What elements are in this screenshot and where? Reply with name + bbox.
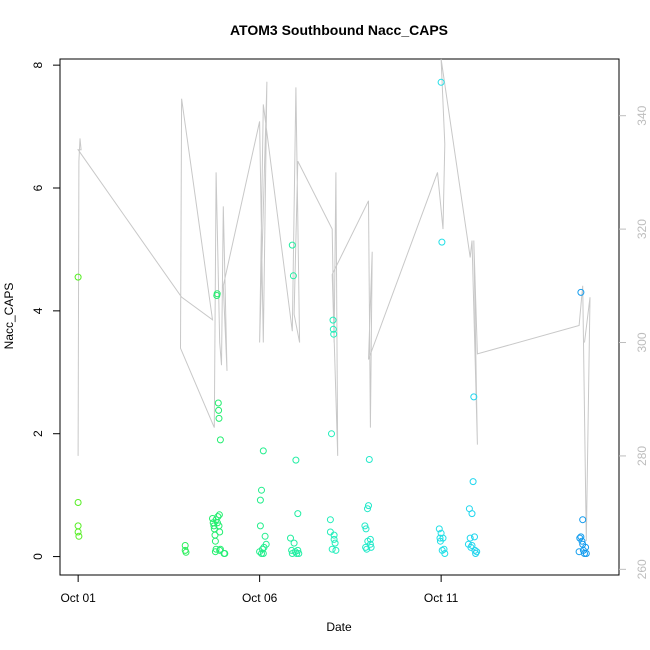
scatter-point — [182, 548, 190, 556]
scatter-point — [436, 534, 444, 542]
scatter-point — [216, 528, 224, 536]
scatter-point — [365, 502, 372, 510]
scatter-point — [470, 393, 478, 401]
scatter-point — [214, 399, 222, 407]
scatter-point — [438, 238, 446, 246]
scatter-point — [326, 516, 334, 524]
scatter-point — [326, 528, 334, 536]
scatter-point — [329, 316, 337, 324]
scatter-point — [288, 550, 296, 557]
scatter-point — [468, 510, 476, 518]
scatter-point — [466, 534, 474, 542]
scatter-point — [293, 550, 301, 557]
y-tick-label: 0 — [31, 553, 45, 560]
scatter-point — [181, 542, 189, 549]
x-tick-label: Oct 06 — [242, 591, 278, 605]
y2-tick-label: 280 — [635, 446, 649, 466]
plot-area — [59, 58, 620, 576]
scatter-point — [435, 525, 443, 533]
scatter-point — [213, 290, 221, 298]
scatter-point — [365, 456, 373, 463]
scatter-point — [261, 532, 269, 540]
scatter-point — [215, 414, 223, 422]
scatter-point — [215, 406, 223, 414]
scatter-point — [361, 522, 369, 530]
scatter-point — [216, 436, 224, 444]
scatter-point — [440, 545, 448, 553]
plot-frame — [59, 58, 620, 576]
scatter-point — [290, 539, 298, 547]
x-axis: Oct 01 Oct 06 Oct 11 — [60, 575, 459, 605]
scatter-point — [575, 548, 583, 556]
scatter-point — [211, 537, 219, 545]
y-tick-label: 8 — [31, 61, 45, 68]
scatter-point — [258, 486, 265, 494]
scatter-point — [292, 456, 300, 464]
scatter-point — [329, 325, 337, 333]
scatter-point — [468, 542, 476, 549]
scatter-point — [256, 496, 264, 504]
y2-tick-label: 320 — [635, 219, 649, 239]
scatter-point — [473, 548, 481, 556]
line-series — [77, 58, 591, 542]
scatter-point — [74, 499, 82, 506]
y2-tick-label: 300 — [635, 332, 649, 352]
scatter-point — [364, 537, 372, 545]
y2-tick-label: 260 — [635, 559, 649, 579]
y-tick-label: 4 — [31, 307, 45, 314]
y-tick-label: 6 — [31, 184, 45, 191]
y-tick-label: 2 — [31, 430, 45, 437]
scatter-point — [472, 550, 480, 557]
y2-tick-label: 340 — [635, 105, 649, 125]
scatter-point — [211, 548, 219, 556]
x-tick-label: Oct 01 — [60, 591, 96, 605]
x-tick-label: Oct 11 — [424, 591, 459, 605]
scatter-point — [331, 539, 339, 547]
scatter-point — [330, 535, 338, 543]
scatter-point — [471, 533, 478, 541]
scatter-point — [438, 546, 446, 554]
scatter-point — [294, 510, 302, 518]
scatter-point — [289, 272, 297, 280]
scatter-point — [74, 528, 82, 536]
scatter-point — [577, 288, 585, 296]
scatter-point — [367, 543, 375, 551]
scatter-point — [288, 241, 296, 249]
scatter-point — [437, 78, 445, 86]
scatter-point — [259, 447, 267, 455]
x-axis-label: Date — [326, 620, 352, 634]
scatter-point — [328, 545, 336, 553]
scatter-point — [364, 505, 371, 513]
scatter-series — [74, 78, 590, 557]
scatter-point — [258, 550, 265, 557]
scatter-point — [75, 532, 83, 540]
scatter-point — [332, 546, 340, 554]
scatter-point — [363, 545, 371, 553]
scatter-point — [582, 550, 590, 557]
scatter-point — [262, 540, 270, 548]
scatter-point — [469, 478, 477, 486]
scatter-point — [579, 516, 587, 524]
y-axis: 0 2 4 6 8 — [31, 61, 60, 560]
scatter-point — [577, 533, 585, 541]
scatter-point — [215, 511, 223, 519]
chart-title: ATOM3 Southbound Nacc_CAPS — [230, 22, 448, 38]
y-axis-label: Nacc_CAPS — [2, 283, 16, 350]
y2-axis: 260 280 300 320 340 — [619, 105, 649, 579]
scatter-point — [221, 550, 229, 557]
scatter-point — [362, 525, 370, 533]
scatter-point — [214, 513, 222, 521]
scatter-point — [576, 534, 584, 542]
scatter-point — [436, 537, 444, 545]
scatter-point — [328, 430, 335, 438]
scatter-point — [256, 522, 264, 530]
scatter-point — [287, 534, 294, 542]
scatter-point — [294, 546, 302, 554]
scatter-point — [256, 548, 264, 556]
line-series-path — [77, 58, 591, 542]
scatter-point — [330, 330, 338, 338]
scatter-point — [74, 273, 82, 281]
